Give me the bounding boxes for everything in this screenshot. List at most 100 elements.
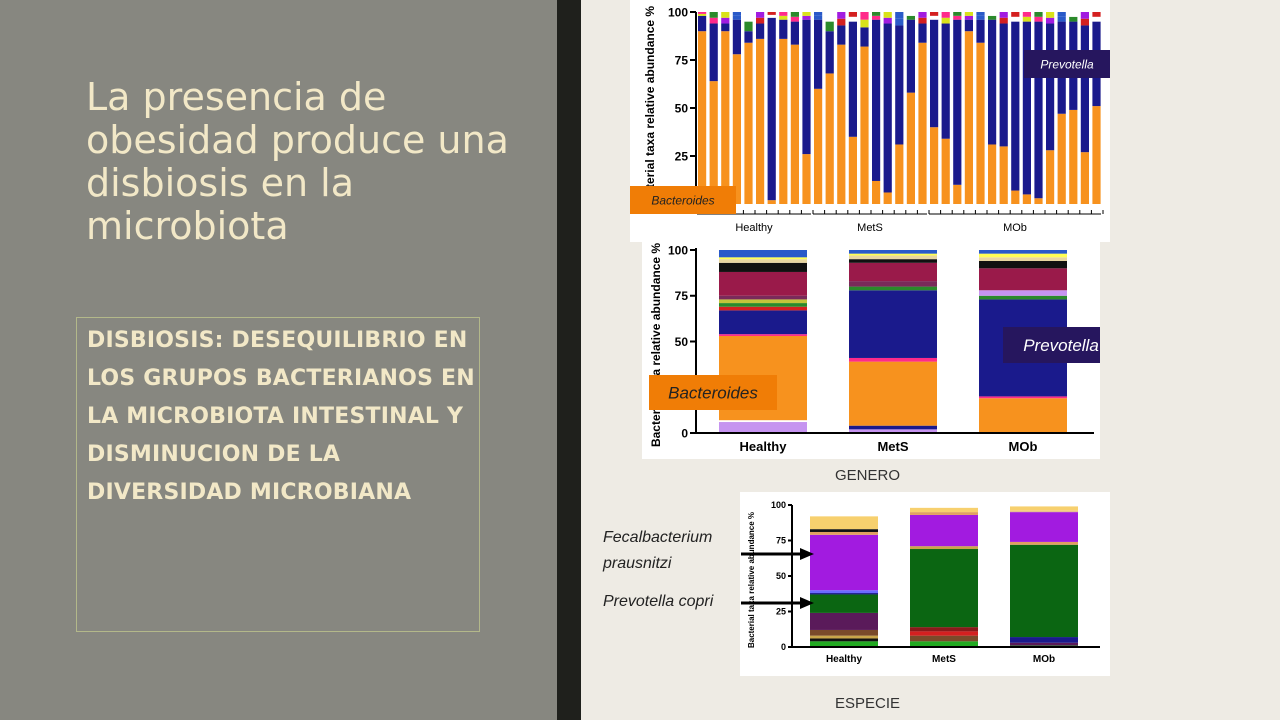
annotation-faecalibacterium: Fecalbacterium prausnitzi	[603, 525, 712, 577]
y-tick-label: 50	[675, 101, 689, 115]
sample-bar-other	[779, 12, 788, 16]
sample-bar-other	[918, 12, 927, 18]
genus-bar-MetS-seg-2	[849, 361, 937, 426]
sample-bar-other	[825, 21, 834, 32]
group-label: Healthy	[735, 222, 773, 234]
sample-bar-other	[814, 12, 823, 16]
sample-bar-other	[1092, 16, 1101, 22]
sample-bar-prevotella	[1011, 21, 1020, 191]
genus-bar-MOb-seg-6	[979, 260, 1067, 269]
annotation-prevotella-copri: Prevotella copri	[603, 593, 714, 610]
sample-bar-prevotella	[1022, 21, 1031, 195]
sample-bar-prevotella	[779, 19, 788, 39]
sample-bar-other	[1080, 18, 1089, 26]
sample-bar-other	[814, 15, 823, 20]
genus-bar-MetS-seg-8	[849, 259, 937, 263]
label-bacteroides: Bacteroides	[651, 193, 714, 207]
genus-bar-MOb-seg-8	[979, 253, 1067, 258]
sample-bar-other	[848, 16, 857, 22]
sample-bar-other	[999, 12, 1008, 18]
species-bar-MetS-seg-5	[910, 546, 978, 550]
species-bar-MetS-seg-8	[910, 507, 978, 513]
y-tick-label: 100	[668, 243, 688, 257]
x-tick-label: Healthy	[826, 654, 863, 665]
species-bar-MetS-seg-1	[910, 635, 978, 642]
sample-bar-bacteroides	[825, 73, 834, 204]
genus-bar-MOb-seg-4	[979, 290, 1067, 296]
genus-bar-MetS-seg-3	[849, 357, 937, 362]
x-tick-label: MOb	[1009, 439, 1038, 454]
sample-bar-other	[1022, 12, 1031, 17]
sample-bar-bacteroides	[918, 42, 927, 204]
sample-bar-other	[790, 16, 799, 22]
sample-bar-other	[930, 15, 939, 20]
genus-bar-Healthy-seg-8	[719, 295, 807, 300]
sample-bar-prevotella	[964, 19, 973, 32]
sample-bar-prevotella	[802, 19, 811, 155]
genus-bar-Healthy-seg-3	[719, 334, 807, 337]
sample-bar-other	[895, 18, 904, 26]
species-bar-Healthy-seg-8	[810, 534, 878, 591]
sample-bar-prevotella	[848, 21, 857, 137]
label-bacteroides: Bacteroides	[668, 384, 758, 403]
x-tick-label: Healthy	[740, 439, 788, 454]
sample-chart: Bacterial taxa relative abundance % 100 7…	[630, 5, 1110, 234]
sample-bar-bacteroides	[837, 44, 846, 204]
sample-bar-bacteroides	[953, 184, 962, 204]
sample-bar-other	[1080, 12, 1089, 19]
sample-bar-other	[1057, 12, 1066, 17]
sample-bar-prevotella	[988, 19, 997, 145]
sample-bar-bacteroides	[779, 38, 788, 204]
sample-bar-other	[988, 15, 997, 20]
species-bar-MOb-seg-1	[1010, 642, 1078, 646]
y-axis-label: Bacterial taxa relative abundance %	[643, 6, 657, 210]
sample-bar-bacteroides	[698, 31, 707, 205]
species-bar-MetS-seg-3	[910, 627, 978, 632]
annotation-faecalibacterium-line2: prausnitzi	[603, 555, 672, 572]
species-bar-MOb-seg-2	[1010, 637, 1078, 643]
sample-bar-other	[999, 17, 1008, 24]
y-tick-label: 100	[771, 500, 786, 510]
sample-bar-prevotella	[930, 19, 939, 128]
genus-bar-Healthy-seg-10	[719, 262, 807, 272]
sample-bar-bacteroides	[1011, 190, 1020, 204]
sample-bar-prevotella	[767, 17, 776, 201]
species-bar-Healthy-seg-6	[810, 593, 878, 595]
sample-bar-prevotella	[1046, 23, 1055, 151]
sample-bar-other	[848, 12, 857, 17]
species-bar-Healthy-seg-3	[810, 629, 878, 636]
genus-bar-Healthy-seg-1	[719, 420, 807, 423]
annotation-faecalibacterium-line1: Fecalbacterium	[603, 529, 713, 546]
sample-bar-other	[732, 15, 741, 20]
species-bar-MetS-seg-6	[910, 514, 978, 547]
genus-bar-MOb-seg-1	[979, 396, 1067, 399]
y-tick-label: 25	[776, 607, 786, 617]
label-prevotella-box	[1003, 327, 1119, 363]
sample-bar-other	[1092, 12, 1101, 17]
sample-bar-bacteroides	[732, 54, 741, 204]
species-bar-Healthy-seg-0	[810, 641, 878, 647]
sample-bar-other	[825, 12, 834, 22]
sample-bar-other	[895, 12, 904, 19]
sample-bar-bacteroides	[941, 138, 950, 204]
genus-bar-Healthy-seg-5	[719, 306, 807, 311]
species-bar-MOb-seg-6	[1010, 510, 1078, 513]
sample-bar-bacteroides	[814, 88, 823, 204]
sample-bar-prevotella	[837, 25, 846, 45]
species-chart-panel: Bacterial taxa relative abundance % 100 7…	[740, 492, 1110, 676]
sample-chart-panel: Bacterial taxa relative abundance % 100 7…	[630, 0, 1110, 242]
sample-bar-other	[941, 17, 950, 24]
sample-bar-other	[906, 12, 915, 16]
sample-bar-prevotella	[872, 19, 881, 181]
sample-bar-bacteroides	[895, 144, 904, 204]
sample-bar-other	[860, 12, 869, 20]
y-tick-label: 75	[675, 289, 689, 303]
sample-bar-other	[744, 12, 753, 22]
species-bar-Healthy-seg-7	[810, 590, 878, 594]
genus-bar-MetS-seg-9	[849, 255, 937, 260]
sample-bar-prevotella	[790, 21, 799, 45]
x-tick-label: MetS	[932, 654, 956, 665]
sample-bar-other	[1069, 16, 1078, 22]
body-text-frame	[76, 317, 480, 632]
species-bar-MOb-seg-7	[1010, 506, 1078, 511]
